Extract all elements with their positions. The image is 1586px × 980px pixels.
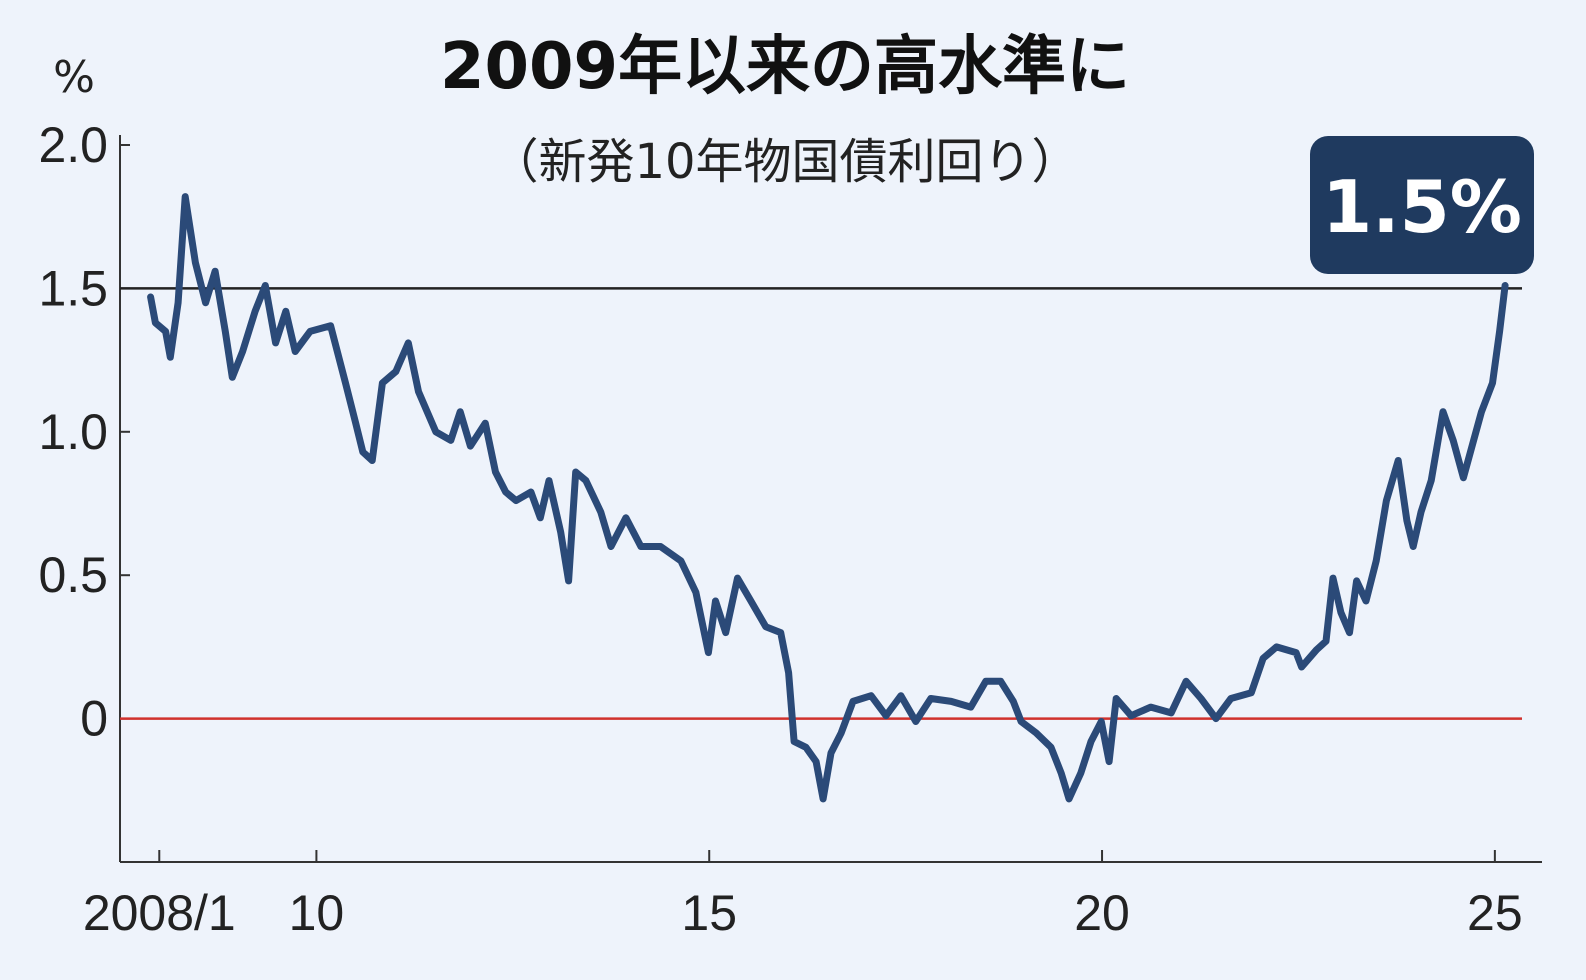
y-tick-label: 1.5 — [38, 260, 108, 316]
x-tick-label: 20 — [1074, 885, 1130, 941]
x-tick-label: 10 — [289, 885, 345, 941]
y-tick-label: 2.0 — [38, 117, 108, 173]
value-badge: 1.5% — [1310, 136, 1534, 274]
x-tick-label: 2008/1 — [83, 885, 236, 941]
series-line — [147, 193, 1509, 803]
axes: 2.0 1.5 1.0 0.5 0 2008/1 10 15 20 25 — [38, 117, 1542, 941]
value-badge-box — [1310, 136, 1534, 274]
y-tick-label: 1.0 — [38, 404, 108, 460]
reference-lines — [120, 287, 1522, 720]
x-tick-label: 15 — [681, 885, 737, 941]
y-tick-label: 0.5 — [38, 547, 108, 603]
chart-title: 2009年以来の高水準に — [440, 30, 1130, 104]
value-badge-label: 1.5% — [1322, 165, 1522, 249]
y-axis-unit: % — [53, 52, 95, 103]
x-tick-label: 25 — [1467, 885, 1523, 941]
chart-subtitle: （新発10年物国債利回り） — [490, 134, 1079, 190]
y-tick-label: 0 — [80, 691, 108, 747]
